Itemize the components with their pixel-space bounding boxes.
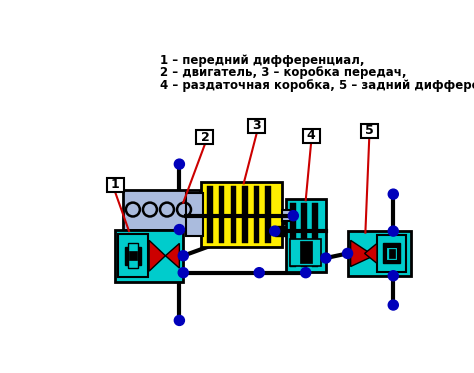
Circle shape	[388, 271, 398, 281]
Text: 2 – двигатель, 3 – коробка передач,: 2 – двигатель, 3 – коробка передач,	[160, 66, 407, 79]
Text: 3: 3	[253, 119, 261, 132]
Bar	[347, 231, 411, 276]
Circle shape	[388, 300, 398, 310]
Bar	[125, 247, 141, 265]
Circle shape	[388, 189, 398, 199]
Polygon shape	[165, 244, 179, 268]
Bar	[302, 129, 319, 142]
Bar	[254, 186, 259, 243]
Bar	[186, 193, 202, 236]
Bar	[389, 249, 395, 258]
Circle shape	[178, 251, 188, 261]
Bar	[383, 244, 400, 263]
Bar	[242, 186, 247, 243]
Bar	[123, 189, 201, 229]
Text: 1: 1	[110, 178, 119, 191]
Circle shape	[174, 159, 184, 169]
Polygon shape	[351, 240, 374, 267]
Circle shape	[174, 316, 184, 325]
Bar	[219, 186, 224, 243]
Bar	[312, 203, 318, 267]
Text: 2: 2	[201, 131, 210, 144]
Bar	[230, 186, 236, 243]
Bar	[300, 241, 312, 263]
Polygon shape	[149, 240, 165, 271]
Bar	[290, 239, 321, 266]
Circle shape	[343, 248, 353, 258]
Text: 1 – передний дифференциал,: 1 – передний дифференциал,	[160, 54, 365, 67]
Text: 4: 4	[307, 129, 316, 142]
Text: 4 – раздаточная коробка, 5 – задний дифференциал.: 4 – раздаточная коробка, 5 – задний дифф…	[160, 79, 474, 92]
Circle shape	[288, 211, 298, 221]
Bar	[283, 210, 293, 221]
Circle shape	[178, 268, 188, 278]
Bar	[207, 186, 213, 243]
Bar	[128, 244, 137, 268]
Bar	[265, 186, 271, 243]
Circle shape	[270, 226, 280, 236]
Polygon shape	[365, 244, 377, 263]
Bar	[118, 234, 147, 277]
Text: 5: 5	[365, 125, 374, 138]
Circle shape	[321, 253, 331, 263]
Bar	[301, 203, 307, 267]
Circle shape	[254, 268, 264, 278]
Bar	[201, 182, 283, 247]
Circle shape	[388, 226, 398, 236]
Bar	[107, 178, 124, 192]
Bar	[115, 229, 183, 282]
Bar	[361, 124, 378, 138]
Bar	[275, 226, 285, 236]
Bar	[196, 130, 213, 144]
Bar	[290, 203, 296, 267]
Bar	[377, 235, 406, 272]
Bar	[386, 247, 397, 260]
Bar	[248, 119, 265, 132]
Circle shape	[301, 268, 311, 278]
Circle shape	[174, 225, 184, 235]
Bar	[129, 251, 137, 260]
Bar	[285, 199, 326, 272]
